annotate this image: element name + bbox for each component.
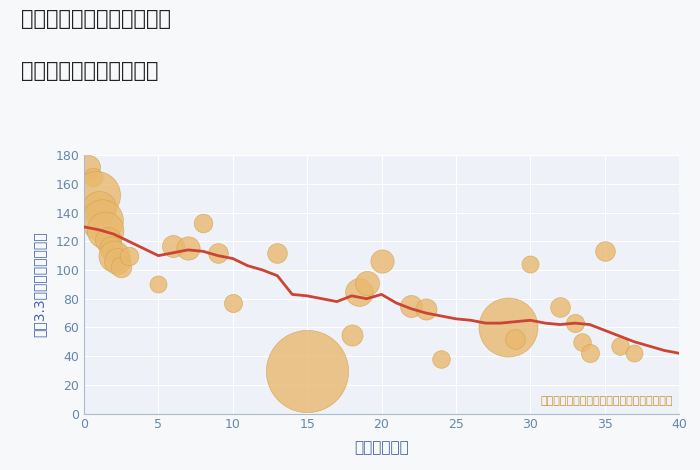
Point — [96, 216, 108, 223]
Point — [93, 204, 104, 212]
Point — [525, 260, 536, 268]
Point — [503, 324, 514, 331]
Point — [116, 263, 127, 271]
Text: 円の大きさは、取引のあった物件面積を示す: 円の大きさは、取引のあった物件面積を示す — [540, 396, 673, 406]
Text: 神奈川県横浜市南区平楽の: 神奈川県横浜市南区平楽の — [21, 9, 171, 30]
Point — [108, 252, 119, 259]
Point — [406, 302, 417, 310]
Point — [346, 331, 357, 338]
Point — [584, 350, 595, 357]
Point — [361, 279, 372, 287]
Point — [212, 249, 223, 257]
Point — [569, 320, 580, 327]
Point — [88, 173, 99, 180]
Point — [123, 252, 134, 259]
Point — [629, 350, 640, 357]
Point — [102, 236, 113, 243]
X-axis label: 築年数（年）: 築年数（年） — [354, 440, 409, 455]
Point — [435, 355, 447, 363]
Point — [354, 288, 365, 295]
Point — [554, 304, 566, 311]
Point — [272, 249, 283, 257]
Point — [99, 226, 111, 234]
Point — [376, 258, 387, 265]
Point — [168, 242, 179, 249]
Y-axis label: 坪（3.3㎡）単価（万円）: 坪（3.3㎡）単価（万円） — [33, 232, 47, 337]
Point — [421, 305, 432, 313]
Point — [302, 367, 313, 374]
Point — [599, 248, 610, 255]
Point — [183, 245, 194, 252]
Point — [83, 163, 94, 170]
Text: 築年数別中古戸建て価格: 築年数別中古戸建て価格 — [21, 61, 158, 81]
Point — [111, 258, 122, 265]
Point — [614, 342, 625, 350]
Point — [153, 281, 164, 288]
Point — [105, 245, 116, 252]
Point — [90, 192, 101, 199]
Point — [227, 299, 238, 307]
Point — [510, 335, 521, 343]
Point — [577, 338, 588, 345]
Point — [197, 219, 209, 227]
